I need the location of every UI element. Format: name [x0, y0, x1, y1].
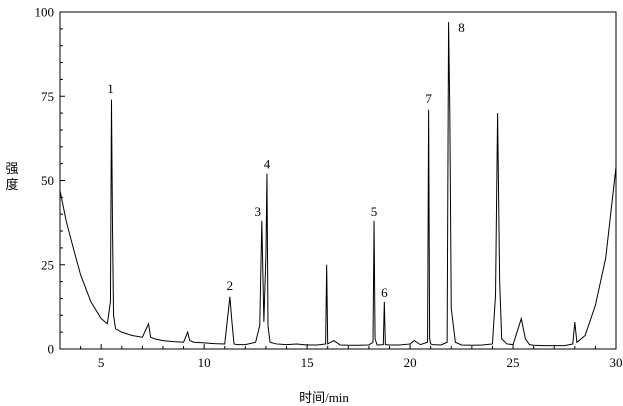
- x-tick-label: 15: [301, 355, 314, 370]
- y-axis-ticks: 0 25 50 75 100: [35, 5, 65, 357]
- peak-label: 4: [264, 157, 271, 172]
- x-tick-label: 10: [198, 355, 211, 370]
- x-tick-label: 30: [610, 355, 623, 370]
- y-tick-label: 75: [41, 89, 54, 104]
- peak-label: 7: [425, 91, 432, 106]
- peak-label: 1: [107, 81, 114, 96]
- x-axis-ticks: 5 10 15 20 25 30: [59, 344, 623, 370]
- plot-frame: [59, 11, 617, 350]
- chromatogram-line: [59, 22, 617, 347]
- x-tick-label: 25: [507, 355, 520, 370]
- y-tick-label: 0: [48, 342, 55, 357]
- x-axis-title: 时间/min: [299, 390, 349, 405]
- y-tick-label: 50: [41, 173, 54, 188]
- peak-label: 2: [227, 278, 234, 293]
- x-tick-label: 20: [404, 355, 417, 370]
- peak-label: 8: [458, 20, 465, 35]
- peak-label: 3: [254, 204, 261, 219]
- y-tick-label: 25: [41, 257, 54, 272]
- peak-label: 6: [381, 285, 388, 300]
- x-tick-label: 5: [98, 355, 105, 370]
- y-tick-label: 100: [35, 5, 55, 20]
- peak-label: 5: [371, 204, 378, 219]
- y-axis-title: 强度: [5, 161, 18, 192]
- peak-labels: 1 2 3 4 5 6 7 8: [107, 20, 465, 300]
